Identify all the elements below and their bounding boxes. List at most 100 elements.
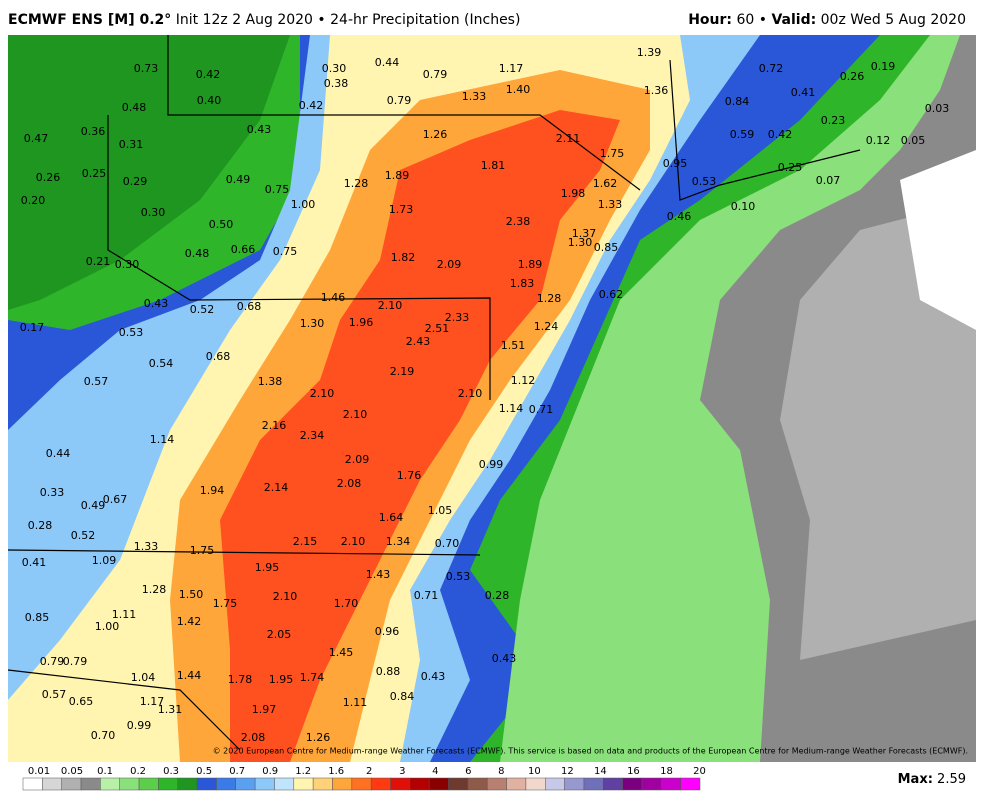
max-label: Max: — [898, 772, 933, 787]
value-label: 0.26 — [840, 70, 865, 83]
value-label: 0.05 — [901, 134, 926, 147]
value-label: 0.26 — [36, 171, 61, 184]
value-label: 1.51 — [501, 339, 526, 352]
value-label: 0.70 — [91, 729, 116, 742]
value-label: 0.30 — [115, 258, 140, 271]
value-label: 1.36 — [644, 84, 669, 97]
value-label: 2.10 — [273, 590, 298, 603]
value-label: 0.52 — [190, 303, 215, 316]
value-label: 1.74 — [300, 671, 325, 684]
value-label: 0.25 — [82, 167, 107, 180]
colorbar-label: 0.2 — [130, 766, 146, 777]
value-label: 1.33 — [462, 90, 487, 103]
value-label: 1.73 — [389, 203, 414, 216]
value-label: 0.44 — [46, 447, 71, 460]
colorbar-label: 1.6 — [328, 766, 344, 777]
value-label: 0.52 — [71, 529, 96, 542]
value-label: 2.19 — [390, 365, 415, 378]
colorbar-label: 18 — [660, 766, 673, 777]
value-label: 0.33 — [40, 486, 65, 499]
value-label: 0.25 — [778, 161, 803, 174]
value-label: 1.14 — [150, 433, 175, 446]
value-label: 2.11 — [556, 132, 581, 145]
value-label: 2.51 — [425, 322, 450, 335]
value-label: 1.75 — [213, 597, 238, 610]
value-label: 2.10 — [458, 387, 483, 400]
value-label: 0.72 — [759, 62, 784, 75]
value-label: 0.31 — [119, 138, 144, 151]
value-label: 1.94 — [200, 484, 225, 497]
value-label: 0.79 — [40, 655, 65, 668]
title-bold: ECMWF ENS [M] 0.2° — [8, 12, 171, 28]
header-title: ECMWF ENS [M] 0.2° Init 12z 2 Aug 2020 •… — [8, 12, 520, 28]
value-label: 0.43 — [144, 297, 169, 310]
color-cell — [467, 777, 488, 791]
value-label: 1.09 — [92, 554, 117, 567]
colorbar-label: 0.9 — [262, 766, 278, 777]
value-label: 2.33 — [445, 311, 470, 324]
value-label: 0.19 — [871, 60, 896, 73]
colorbar-label: 0.01 — [28, 766, 50, 777]
value-label: 2.08 — [241, 731, 266, 744]
value-label: 0.21 — [86, 255, 111, 268]
value-label: 0.59 — [730, 128, 755, 141]
border — [669, 59, 861, 201]
hour-value: 60 — [736, 12, 754, 28]
value-label: 0.46 — [667, 210, 692, 223]
colorbar-label: 0.05 — [61, 766, 83, 777]
value-label: 0.71 — [414, 589, 439, 602]
colorbar-label: 1.2 — [295, 766, 311, 777]
value-label: 0.99 — [479, 458, 504, 471]
value-label: 1.44 — [177, 669, 202, 682]
value-label: 0.43 — [247, 123, 272, 136]
value-label: 0.71 — [529, 403, 554, 416]
value-label: 0.41 — [791, 86, 816, 99]
colorbar-label: 0.3 — [163, 766, 179, 777]
value-label: 1.76 — [397, 469, 422, 482]
copyright: © 2020 European Centre for Medium-range … — [213, 747, 968, 756]
value-label: 0.85 — [594, 241, 619, 254]
colorbar-label: 12 — [561, 766, 574, 777]
value-label: 1.97 — [252, 703, 277, 716]
value-label: 0.23 — [821, 114, 846, 127]
value-label: 0.75 — [265, 183, 290, 196]
value-label: 0.57 — [84, 375, 109, 388]
colorbar: 0.01 0.05 0.1 0.2 0.3 0.5 0.7 0.9 1.2 1.6 2 3 4 6 8 10 1… — [22, 766, 706, 791]
title-rest: Init 12z 2 Aug 2020 • 24-hr Precipitatio… — [176, 12, 521, 28]
map — [7, 35, 976, 762]
value-label: 1.89 — [385, 169, 410, 182]
value-label: 1.11 — [343, 696, 368, 709]
value-label: 0.44 — [375, 56, 400, 69]
ocean-light-grey — [780, 200, 976, 660]
colorbar-label: 0.5 — [196, 766, 212, 777]
value-label: 1.28 — [142, 583, 167, 596]
value-label: 1.95 — [255, 561, 280, 574]
value-label: 1.37 — [572, 227, 597, 240]
value-label: 0.07 — [816, 174, 841, 187]
color-cell — [370, 777, 391, 791]
value-label: 0.73 — [134, 62, 159, 75]
value-label: 1.30 — [568, 236, 593, 249]
valid-value: 00z Wed 5 Aug 2020 — [821, 12, 966, 28]
value-label: 0.66 — [231, 243, 256, 256]
value-label: 1.78 — [228, 673, 253, 686]
color-cell — [409, 777, 430, 791]
value-label: 1.00 — [95, 620, 120, 633]
color-cell — [506, 777, 527, 791]
color-cell — [177, 777, 198, 791]
color-cell — [138, 777, 159, 791]
value-label: 0.43 — [421, 670, 446, 683]
value-label: 0.30 — [322, 62, 347, 75]
value-label: 0.53 — [119, 326, 144, 339]
value-label: 1.40 — [506, 83, 531, 96]
color-cell — [216, 777, 237, 791]
value-label: 0.48 — [122, 101, 147, 114]
value-label: 1.83 — [510, 277, 535, 290]
value-label: 1.45 — [329, 646, 354, 659]
value-label: 1.17 — [140, 695, 165, 708]
value-label: 1.11 — [112, 608, 137, 621]
value-label: 0.53 — [446, 570, 471, 583]
value-label: 0.67 — [103, 493, 128, 506]
value-label: 0.28 — [485, 589, 510, 602]
